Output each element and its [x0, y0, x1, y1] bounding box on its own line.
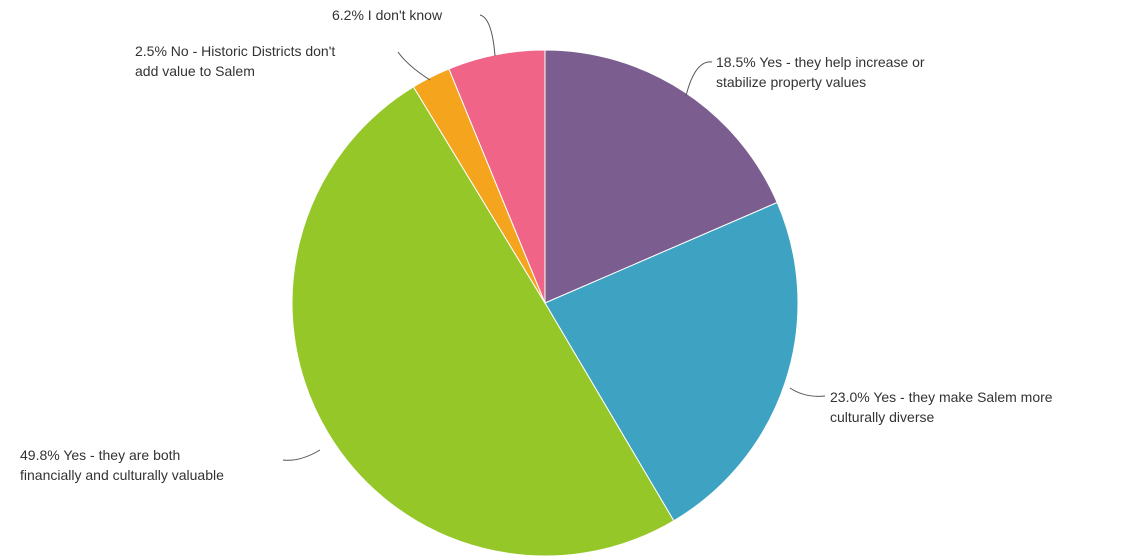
slice-label-2-line-1: 23.0% Yes - they make Salem more: [830, 389, 1053, 405]
slice-label-3-line-2: financially and culturally valuable: [20, 467, 224, 483]
pie-slice-2: [544, 201, 799, 522]
slice-label-5-line-1: 6.2% I don't know: [332, 7, 443, 23]
leader-line-slice-2: [789, 387, 826, 397]
pie-slice-5: [448, 49, 546, 304]
slice-label-4-line-2: add value to Salem: [135, 63, 255, 79]
leader-line-slice-4: [397, 51, 431, 81]
slice-label-3: 49.8% Yes - they are both financially an…: [20, 447, 224, 483]
pie-slice-1: [544, 49, 778, 304]
slice-label-1-line-2: stabilize property values: [716, 74, 866, 90]
pie-slices: [291, 49, 799, 557]
slice-label-2-line-2: culturally diverse: [830, 409, 934, 425]
slice-labels: 18.5% Yes - they help increase or stabil…: [20, 7, 1056, 483]
slice-label-5: 6.2% I don't know: [332, 7, 443, 23]
slice-label-1-line-1: 18.5% Yes - they help increase or: [716, 54, 925, 70]
slice-label-1: 18.5% Yes - they help increase or stabil…: [716, 54, 928, 90]
leader-line-slice-5: [479, 14, 496, 57]
slice-label-3-line-1: 49.8% Yes - they are both: [20, 447, 180, 463]
pie-slice-3: [291, 86, 675, 557]
leader-lines: [282, 14, 826, 461]
slice-label-4: 2.5% No - Historic Districts don't add v…: [135, 43, 339, 79]
leader-line-slice-3: [282, 449, 321, 461]
slice-label-2: 23.0% Yes - they make Salem more cultura…: [830, 389, 1056, 425]
leader-line-slice-1: [685, 61, 713, 97]
slice-label-4-line-1: 2.5% No - Historic Districts don't: [135, 43, 335, 59]
